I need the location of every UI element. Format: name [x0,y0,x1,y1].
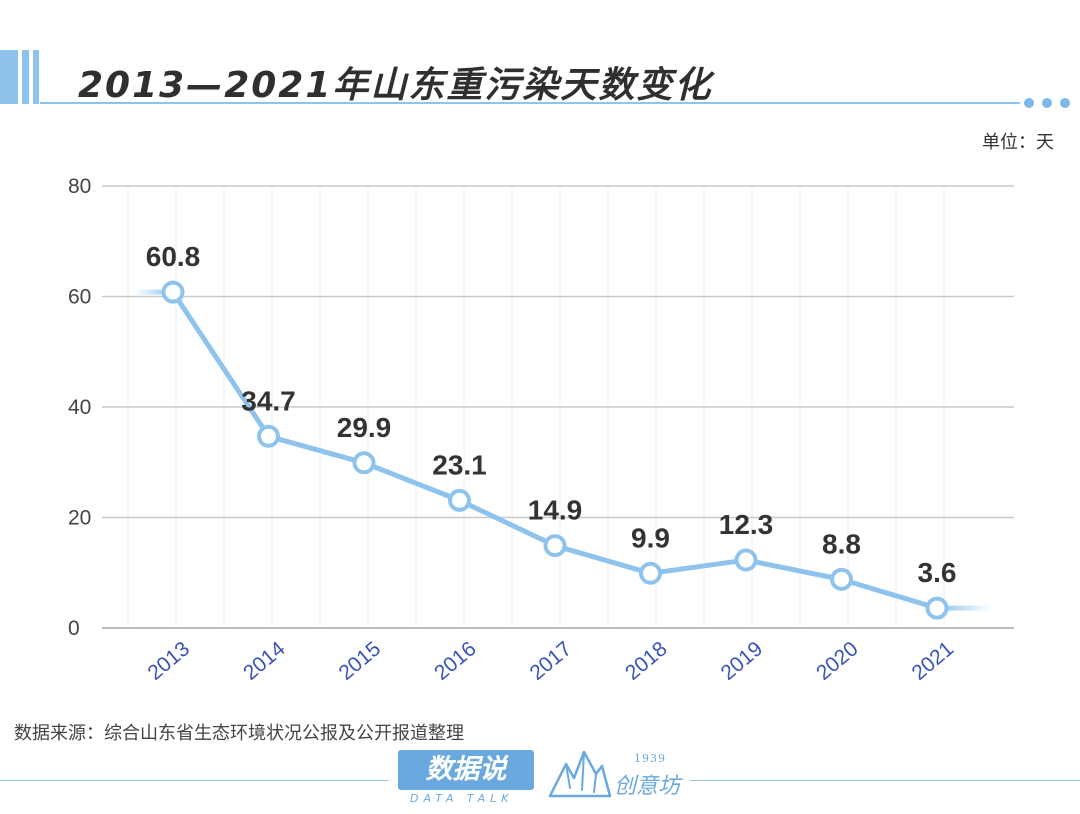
page-title: 2013—2021年山东重污染天数变化 [78,65,713,106]
footer-divider [0,780,388,781]
data-point-marker [639,561,662,585]
x-tick-label: 2014 [239,637,290,685]
data-point-marker [448,488,471,512]
title-accent-block [0,50,18,104]
title-bar: 2013—2021年山东重污染天数变化 [0,50,1080,110]
data-value-label: 8.8 [822,528,861,559]
x-tick-label: 2019 [717,637,768,685]
mountain-icon [548,750,612,798]
data-point-marker [543,534,567,558]
data-value-label: 60.8 [146,241,201,272]
x-tick-label: 2021 [908,637,959,685]
x-tick-label: 2017 [526,637,577,685]
brand-name: 创意坊 [614,774,681,799]
dot-icon [1060,98,1070,108]
y-tick-label: 80 [68,175,91,198]
x-tick-label: 2013 [144,637,195,685]
data-value-label: 3.6 [918,557,957,588]
data-talk-logo: 数据说 [398,750,534,790]
x-tick-label: 2016 [430,637,481,685]
data-value-label: 9.9 [631,522,670,553]
y-tick-label: 40 [68,396,91,419]
brand-year: 1939 [634,752,666,765]
y-tick-label: 20 [68,507,91,530]
data-point-marker [161,280,185,304]
data-value-label: 34.7 [241,385,296,416]
source-note: 数据来源：综合山东省生态环境状况公报及公开报道整理 [14,723,464,744]
dot-icon [1042,98,1052,108]
x-tick-label: 2015 [335,637,386,685]
data-value-label: 12.3 [719,509,774,540]
y-tick-label: 60 [68,286,91,309]
footer-divider [690,780,1080,781]
y-tick-label: 0 [68,617,80,640]
series-lead-in [135,289,173,295]
series-lead-out [937,605,991,611]
title-underline [40,102,1020,104]
data-value-label: 29.9 [337,412,392,443]
series-line [170,289,940,611]
x-tick-label: 2020 [812,637,863,685]
data-value-label: 23.1 [432,449,487,480]
title-accent-stripe [33,50,39,104]
data-point-marker [734,548,758,572]
data-point-marker [830,567,853,591]
data-point-marker [925,596,949,620]
data-point-marker [352,451,376,475]
dot-icon [1024,98,1034,108]
unit-label: 单位：天 [982,132,1054,153]
x-tick-label: 2018 [621,637,672,685]
title-accent-stripe [22,50,29,104]
data-point-marker [257,424,280,448]
data-value-label: 14.9 [528,495,583,526]
data-talk-logo-subtitle: DATA TALK [410,792,514,805]
